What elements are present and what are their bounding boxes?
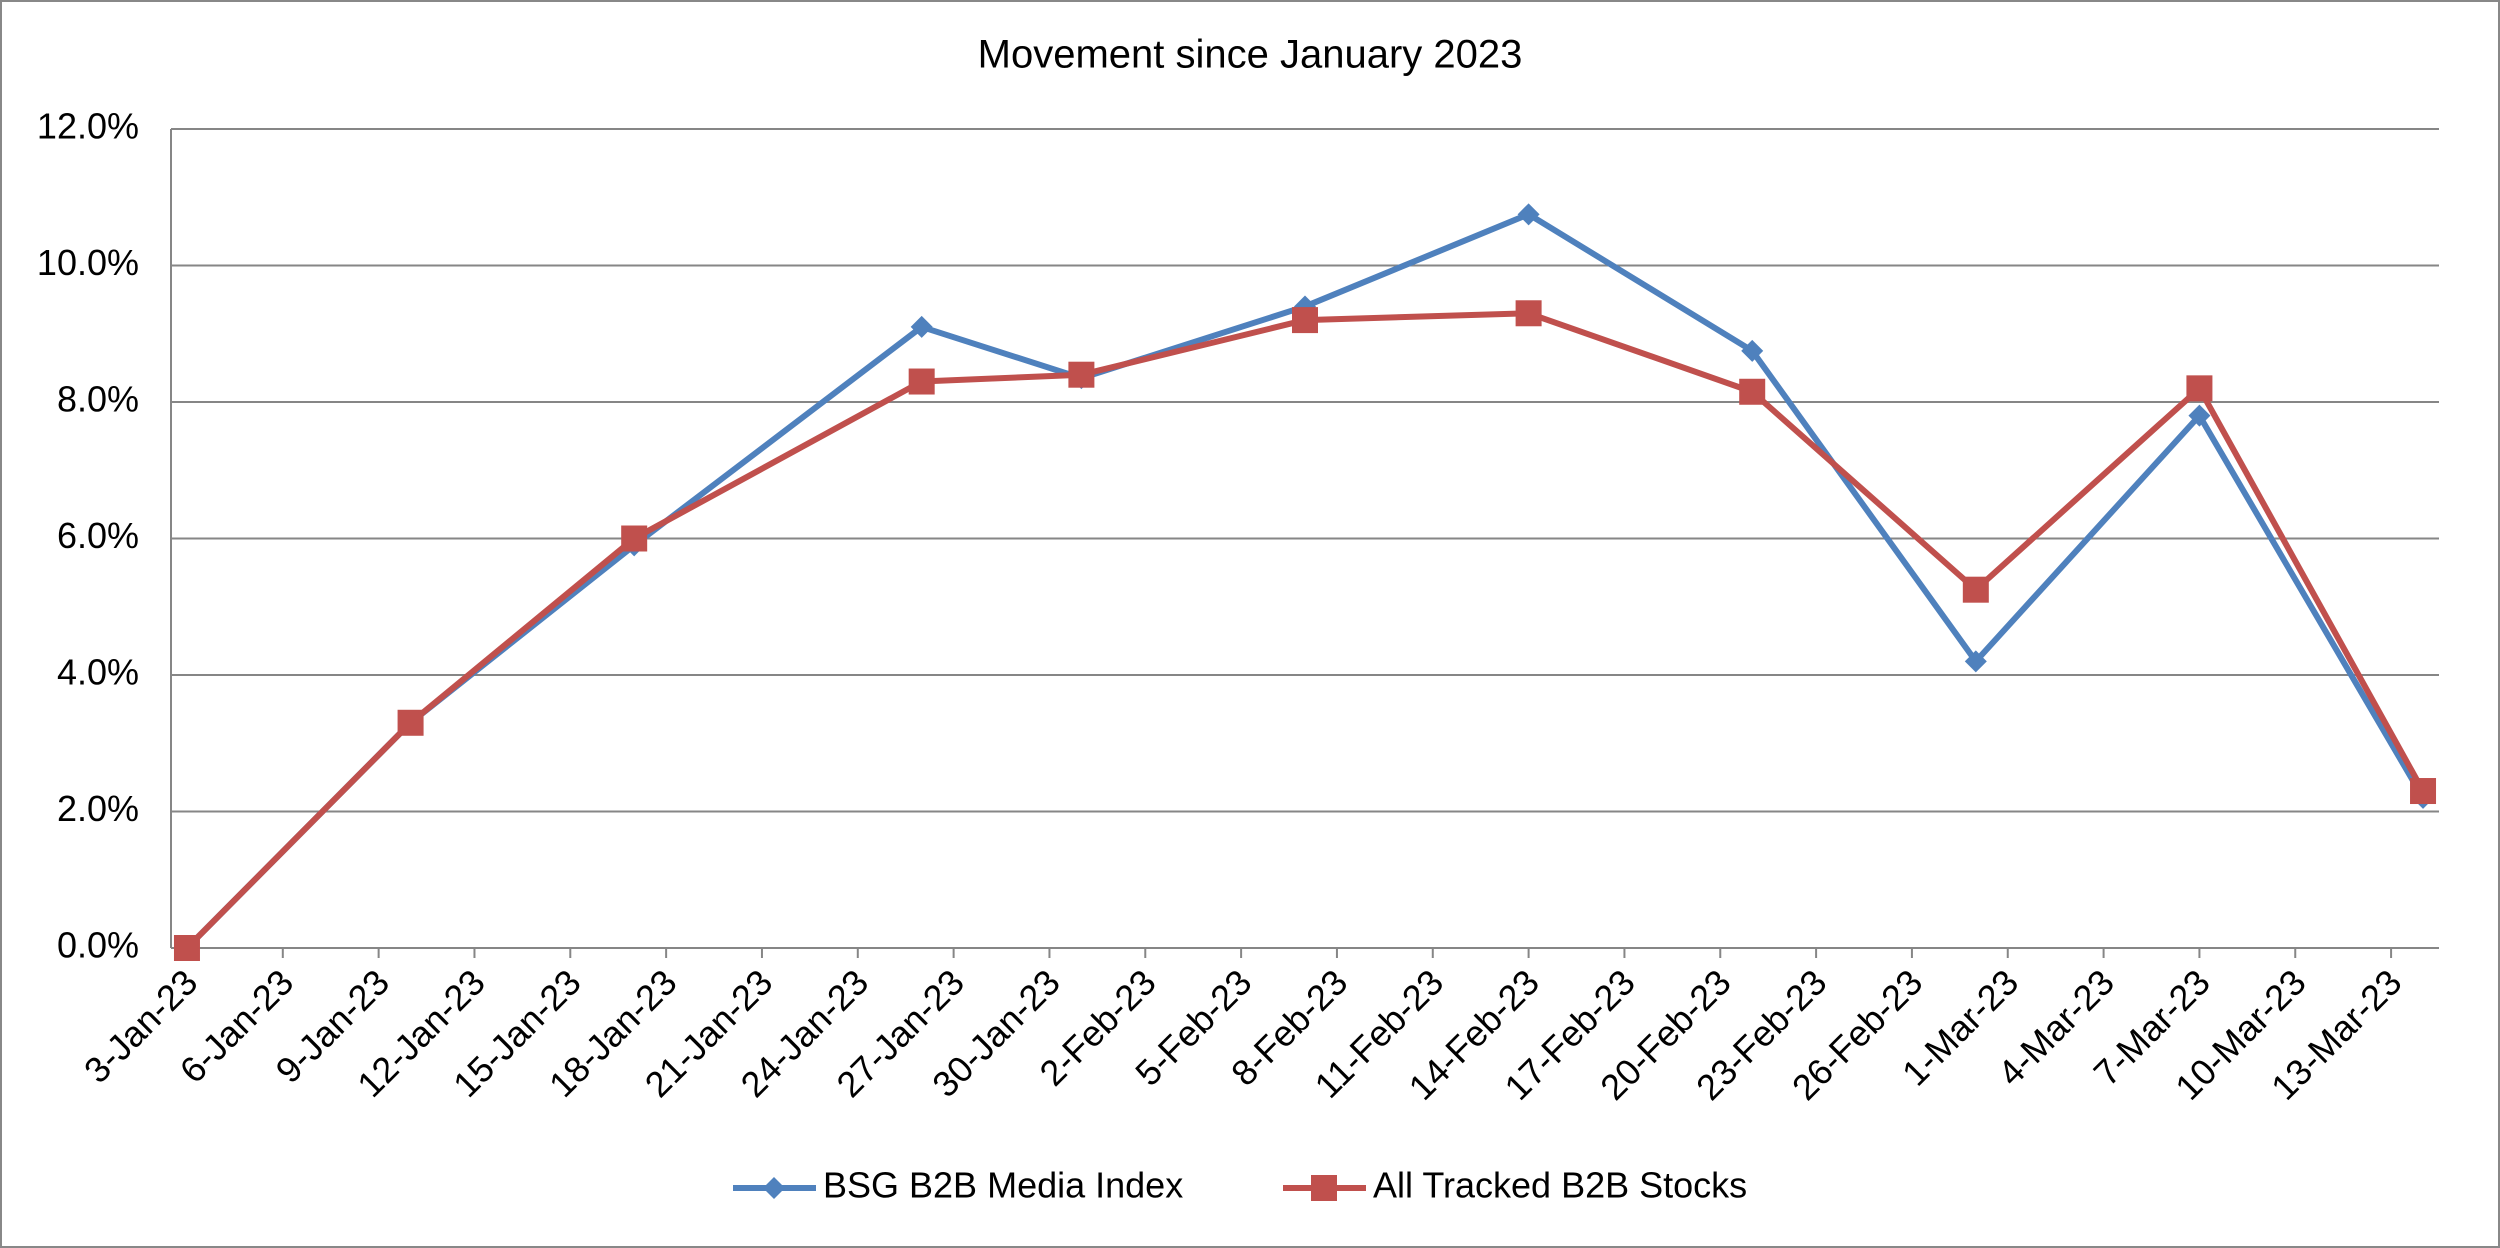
chart-title: Movement since January 2023 xyxy=(978,33,1523,77)
marker xyxy=(173,935,200,961)
marker xyxy=(1292,307,1318,334)
legend-marker xyxy=(763,1177,785,1199)
marker xyxy=(2186,375,2213,402)
y-tick-label: 10.0% xyxy=(37,242,139,283)
marker xyxy=(1515,300,1542,327)
legend-label: All Tracked B2B Stocks xyxy=(1373,1165,1747,1206)
y-tick-label: 0.0% xyxy=(57,925,139,966)
y-tick-label: 8.0% xyxy=(57,379,139,420)
legend-marker xyxy=(1311,1175,1337,1201)
marker xyxy=(1964,650,1987,673)
marker xyxy=(1068,361,1095,388)
y-tick-label: 6.0% xyxy=(57,515,139,556)
marker xyxy=(1517,203,1540,226)
legend-label: BSG B2B Media Index xyxy=(823,1165,1183,1206)
marker xyxy=(397,709,424,736)
y-tick-label: 4.0% xyxy=(57,652,139,693)
marker xyxy=(908,368,935,395)
marker xyxy=(1741,339,1764,362)
y-tick-label: 12.0% xyxy=(37,106,139,147)
marker xyxy=(910,315,933,338)
marker xyxy=(1739,378,1766,405)
marker xyxy=(1962,576,1989,603)
marker xyxy=(621,525,648,552)
marker xyxy=(2410,778,2437,805)
y-tick-label: 2.0% xyxy=(57,788,139,829)
marker xyxy=(2188,404,2211,427)
